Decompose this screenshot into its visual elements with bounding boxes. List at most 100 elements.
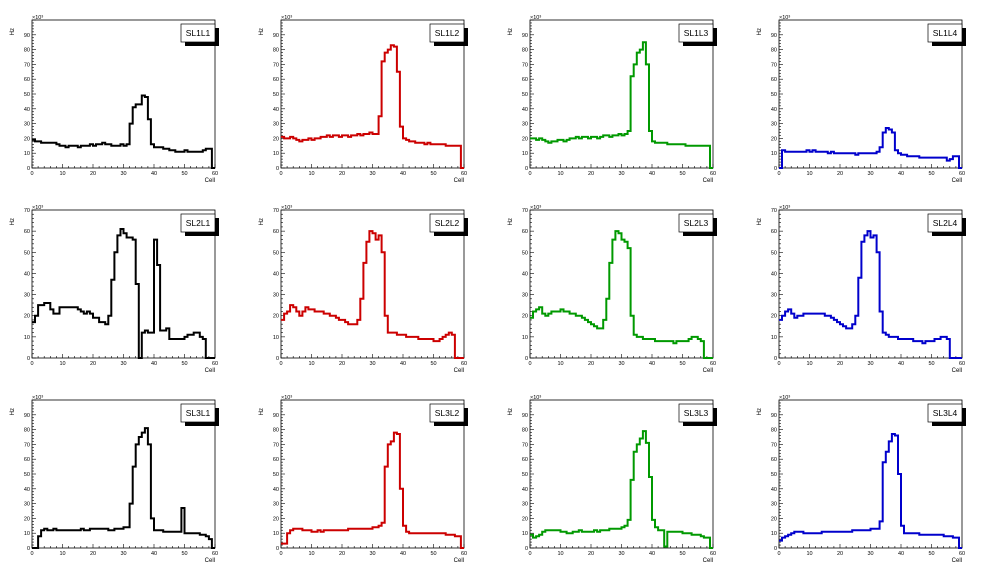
x-tick-label: 0: [528, 551, 531, 557]
y-axis-exponent: ×10³: [281, 205, 292, 211]
y-tick-label: 70: [24, 62, 30, 68]
y-tick-label: 30: [273, 293, 279, 299]
x-tick-label: 0: [777, 171, 780, 177]
y-tick-label: 80: [273, 428, 279, 434]
y-tick-label: 40: [771, 271, 777, 277]
y-tick-label: 10: [522, 151, 528, 157]
y-axis-exponent: ×10³: [530, 205, 541, 211]
x-tick-label: 10: [308, 551, 314, 557]
y-tick-label: 50: [771, 472, 777, 478]
y-tick-label: 20: [771, 136, 777, 142]
x-tick-label: 20: [837, 361, 843, 367]
title-box: [678, 403, 714, 423]
y-tick-label: 20: [273, 136, 279, 142]
histogram-line: [281, 431, 464, 549]
y-tick-label: 80: [522, 48, 528, 54]
x-axis-label: Cell: [205, 178, 215, 184]
histogram-title: SL2L4: [933, 218, 958, 228]
y-axis-label: Hz: [757, 28, 763, 35]
histogram-line: [530, 41, 713, 169]
y-tick-label: 40: [273, 487, 279, 493]
x-tick-label: 60: [710, 171, 716, 177]
x-tick-label: 0: [30, 361, 33, 367]
title-box: [429, 213, 465, 233]
x-tick-label: 0: [528, 361, 531, 367]
y-tick-label: 0: [774, 356, 777, 362]
title-box: [429, 23, 465, 43]
y-tick-label: 40: [522, 271, 528, 277]
y-tick-label: 40: [771, 107, 777, 113]
y-tick-label: 0: [27, 166, 30, 172]
x-tick-label: 50: [430, 551, 436, 557]
histogram-panel-sl2l1: 0 10 20 30 40 50 60 0 10 20 30 40 50 60 70 Cell Hz ×10³ SL…: [10, 205, 219, 374]
y-tick-label: 10: [273, 151, 279, 157]
y-tick-label: 10: [24, 151, 30, 157]
y-tick-label: 80: [771, 48, 777, 54]
y-axis-label: Hz: [10, 408, 16, 415]
x-tick-label: 20: [339, 551, 345, 557]
histogram-panel-sl3l3: 0 10 20 30 40 50 60 0 10 20 30 40 50 60 70 80 90 Cell Hz ×1…: [508, 395, 717, 564]
y-tick-label: 50: [24, 92, 30, 98]
histogram-title: SL2L3: [684, 218, 709, 228]
y-tick-label: 10: [24, 531, 30, 537]
x-tick-label: 20: [837, 551, 843, 557]
x-tick-label: 10: [59, 171, 65, 177]
y-tick-label: 60: [273, 229, 279, 235]
y-tick-label: 50: [522, 472, 528, 478]
y-tick-label: 20: [24, 516, 30, 522]
y-tick-label: 20: [273, 516, 279, 522]
x-tick-label: 0: [30, 551, 33, 557]
x-tick-label: 50: [928, 361, 934, 367]
y-tick-label: 90: [522, 413, 528, 419]
y-tick-label: 30: [522, 122, 528, 128]
title-box: [927, 213, 963, 233]
x-tick-label: 40: [151, 361, 157, 367]
x-tick-label: 50: [679, 361, 685, 367]
y-axis-label: Hz: [259, 218, 265, 225]
x-axis-label: Cell: [205, 368, 215, 374]
x-tick-label: 30: [867, 171, 873, 177]
y-tick-label: 50: [522, 92, 528, 98]
histogram-title: SL3L1: [186, 408, 211, 418]
y-tick-label: 10: [771, 335, 777, 341]
y-axis-exponent: ×10³: [281, 395, 292, 401]
y-tick-label: 30: [273, 502, 279, 508]
y-axis-label: Hz: [508, 28, 514, 35]
x-tick-label: 30: [120, 361, 126, 367]
y-tick-label: 90: [771, 413, 777, 419]
x-tick-label: 30: [369, 171, 375, 177]
y-tick-label: 60: [24, 77, 30, 83]
histogram-panel-sl2l2: 0 10 20 30 40 50 60 0 10 20 30 40 50 60 70 Cell Hz ×10³ SL…: [259, 205, 468, 374]
y-tick-label: 70: [24, 208, 30, 214]
y-tick-label: 30: [771, 122, 777, 128]
histogram-line: [281, 230, 464, 359]
histogram-line: [32, 94, 215, 169]
x-tick-label: 10: [308, 361, 314, 367]
x-tick-label: 50: [430, 361, 436, 367]
x-tick-label: 10: [557, 171, 563, 177]
y-tick-label: 20: [24, 136, 30, 142]
y-tick-label: 0: [525, 166, 528, 172]
y-tick-label: 20: [771, 314, 777, 320]
histogram-title: SL1L4: [933, 28, 958, 38]
y-tick-label: 50: [24, 250, 30, 256]
x-axis-label: Cell: [952, 368, 962, 374]
x-axis-label: Cell: [454, 178, 464, 184]
x-tick-label: 40: [898, 361, 904, 367]
x-tick-label: 0: [777, 551, 780, 557]
plot-frame: [529, 399, 714, 549]
histogram-panel-sl1l4: 0 10 20 30 40 50 60 0 10 20 30 40 50 60 70 80 90 Cell Hz ×1…: [757, 15, 966, 184]
x-tick-label: 40: [400, 171, 406, 177]
histogram-line: [779, 127, 962, 169]
y-tick-label: 0: [276, 356, 279, 362]
y-tick-label: 10: [273, 531, 279, 537]
y-tick-label: 30: [522, 502, 528, 508]
y-tick-label: 20: [24, 314, 30, 320]
x-tick-label: 60: [212, 551, 218, 557]
x-tick-label: 50: [181, 171, 187, 177]
x-tick-label: 10: [59, 361, 65, 367]
y-tick-label: 50: [771, 92, 777, 98]
x-tick-label: 40: [649, 551, 655, 557]
y-tick-label: 90: [24, 33, 30, 39]
x-tick-label: 60: [959, 551, 965, 557]
